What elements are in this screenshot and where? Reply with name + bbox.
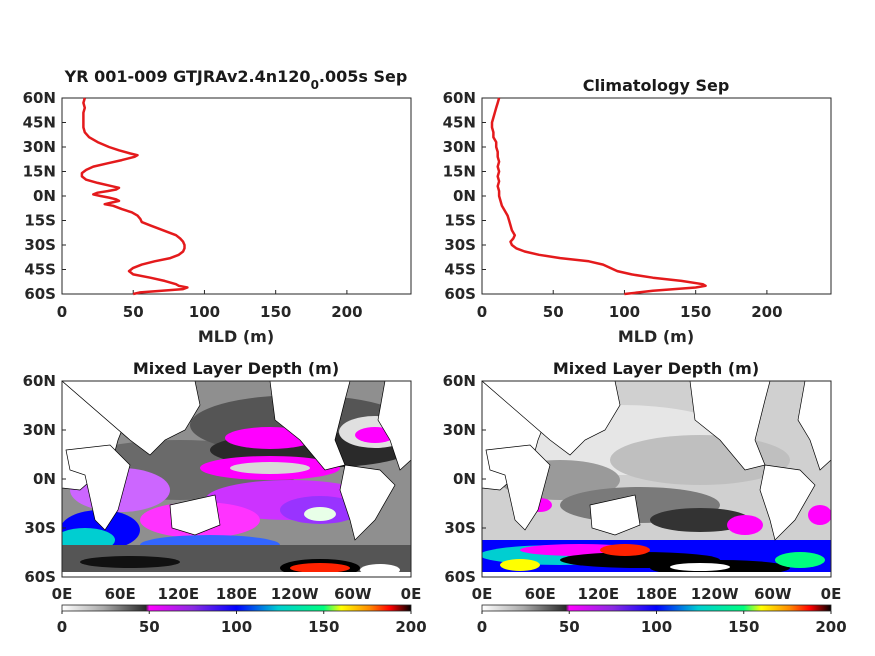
map-climatology-colorbar-label: 100 bbox=[641, 618, 672, 636]
map-climatology: Mixed Layer Depth (m) bbox=[443, 359, 847, 636]
profile-model-ytick-label: 15N bbox=[23, 163, 56, 181]
profile-climatology-line bbox=[490, 97, 707, 296]
map-climatology-lat-label: 30S bbox=[444, 519, 476, 537]
profile-model: YR 001-009 GTJRAv2.4n1200.005s Sep 0 50 10… bbox=[23, 67, 412, 346]
map-climatology-lon-label: 0E bbox=[472, 585, 493, 603]
profile-model-ytick-label: 45S bbox=[24, 261, 56, 279]
profile-climatology-title: Climatology Sep bbox=[583, 76, 730, 95]
profile-climatology-xtick-label: 0 bbox=[477, 303, 487, 321]
map-model-lat-label: 30S bbox=[24, 519, 56, 537]
profile-model-ytick-label: 45N bbox=[23, 114, 56, 132]
map-model-title: Mixed Layer Depth (m) bbox=[133, 359, 339, 378]
map-climatology-colorbar-label: 150 bbox=[728, 618, 759, 636]
map-model-lon-label: 0E bbox=[401, 585, 422, 603]
map-model-field bbox=[62, 381, 411, 577]
map-model-lat-label: 60S bbox=[24, 568, 56, 586]
profile-climatology-ytick-label: 15N bbox=[443, 163, 476, 181]
map-model-colorbar-label: 150 bbox=[308, 618, 339, 636]
map-climatology-lon-label: 120W bbox=[691, 585, 739, 603]
map-climatology-lat-label: 60N bbox=[443, 372, 476, 390]
profile-model-xtick-label: 100 bbox=[189, 303, 220, 321]
profile-model-ytick-label: 15S bbox=[24, 212, 56, 230]
map-climatology-lon-label: 60W bbox=[754, 585, 792, 603]
profile-climatology-frame bbox=[481, 97, 832, 295]
profile-climatology-ytick-label: 45S bbox=[444, 261, 476, 279]
map-model-ticks: 0E 60E 120E 180E 120W 60W 0E 60N 30N 0N 30S 60S bbox=[23, 372, 422, 603]
map-climatology-colorbar-label: 50 bbox=[559, 618, 580, 636]
profile-model-xtick-label: 50 bbox=[123, 303, 144, 321]
profile-climatology-xtick-label: 200 bbox=[751, 303, 782, 321]
map-climatology-lat-label: 60S bbox=[444, 568, 476, 586]
map-model-lon-label: 120W bbox=[271, 585, 319, 603]
profile-climatology-xlabel: MLD (m) bbox=[618, 327, 694, 346]
map-climatology-colorbar-label: 0 bbox=[477, 618, 487, 636]
map-model-colorbar-label: 200 bbox=[395, 618, 426, 636]
map-climatology-title: Mixed Layer Depth (m) bbox=[553, 359, 759, 378]
map-climatology-lon-label: 180E bbox=[636, 585, 678, 603]
map-model-lat-label: 60N bbox=[23, 372, 56, 390]
profile-model-ytick-label: 0N bbox=[33, 187, 56, 205]
profile-model-ytick-label: 60N bbox=[23, 89, 56, 107]
map-climatology-lon-label: 60E bbox=[525, 585, 556, 603]
profile-climatology-ytick-label: 30N bbox=[443, 138, 476, 156]
profile-climatology-ytick-label: 60S bbox=[444, 285, 476, 303]
map-climatology-colorbar-ticks: 0 50 100 150 200 bbox=[477, 611, 847, 636]
profile-climatology-ytick-label: 45N bbox=[443, 114, 476, 132]
profile-climatology-xtick-label: 100 bbox=[609, 303, 640, 321]
profile-model-frame bbox=[61, 97, 412, 295]
map-model-colorbar-label: 100 bbox=[221, 618, 252, 636]
profile-model-ticks: 0 50 100 150 200 60N 45N 30N 15N 0N 15S 30S 45S 60S bbox=[23, 89, 363, 321]
map-model-lon-label: 60E bbox=[105, 585, 136, 603]
profile-climatology-ytick-label: 60N bbox=[443, 89, 476, 107]
map-climatology-lon-label: 120E bbox=[578, 585, 620, 603]
map-climatology-colorbar-label: 200 bbox=[815, 618, 846, 636]
profile-model-ytick-label: 30N bbox=[23, 138, 56, 156]
profile-model-line bbox=[80, 97, 189, 296]
profile-model-title: YR 001-009 GTJRAv2.4n1200.005s Sep bbox=[64, 67, 408, 92]
profile-climatology-xtick-label: 50 bbox=[543, 303, 564, 321]
map-model-colorbar-ticks: 0 50 100 150 200 bbox=[57, 611, 427, 636]
profile-model-xlabel: MLD (m) bbox=[198, 327, 274, 346]
profile-climatology-ytick-label: 0N bbox=[453, 187, 476, 205]
map-model-colorbar bbox=[61, 604, 412, 612]
map-model-lat-label: 0N bbox=[33, 470, 56, 488]
map-climatology-lat-label: 0N bbox=[453, 470, 476, 488]
map-climatology-ticks: 0E 60E 120E 180E 120W 60W 0E 60N 30N 0N 30S 60S bbox=[443, 372, 842, 603]
map-model-colorbar-label: 50 bbox=[139, 618, 160, 636]
map-model-lat-label: 30N bbox=[23, 421, 56, 439]
map-model-lon-label: 180E bbox=[216, 585, 258, 603]
profile-climatology-ytick-label: 30S bbox=[444, 236, 476, 254]
map-model-colorbar-label: 0 bbox=[57, 618, 67, 636]
profile-model-xtick-label: 200 bbox=[331, 303, 362, 321]
map-model-lon-label: 60W bbox=[334, 585, 372, 603]
map-climatology-colorbar bbox=[481, 604, 832, 612]
profile-climatology-xtick-label: 150 bbox=[680, 303, 711, 321]
map-model-lon-label: 120E bbox=[158, 585, 200, 603]
map-climatology-lat-label: 30N bbox=[443, 421, 476, 439]
profile-model-xtick-label: 0 bbox=[57, 303, 67, 321]
profile-climatology-ytick-label: 15S bbox=[444, 212, 476, 230]
profile-climatology: Climatology Sep 0 50 100 150 200 60N 45N 30N 15N… bbox=[443, 76, 832, 346]
profile-climatology-ticks: 0 50 100 150 200 60N 45N 30N 15N 0N 15S 30S 45S 60S bbox=[443, 89, 783, 321]
profile-model-ytick-label: 60S bbox=[24, 285, 56, 303]
map-climatology-lon-label: 0E bbox=[821, 585, 842, 603]
map-model: Mixed Layer Depth (m) bbox=[23, 359, 427, 636]
map-model-lon-label: 0E bbox=[52, 585, 73, 603]
profile-model-ytick-label: 30S bbox=[24, 236, 56, 254]
profile-model-xtick-label: 150 bbox=[260, 303, 291, 321]
map-climatology-field bbox=[482, 381, 831, 577]
